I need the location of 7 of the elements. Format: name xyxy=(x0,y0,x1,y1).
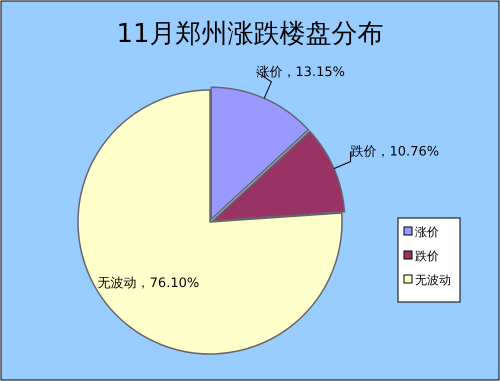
legend-label: 跌价 xyxy=(415,249,439,263)
chart-title: 11月郑州涨跌楼盘分布 xyxy=(116,19,384,49)
legend-label: 涨价 xyxy=(415,225,439,239)
legend-label: 无波动 xyxy=(415,273,451,287)
data-label: 跌价，10.76% xyxy=(350,144,440,160)
data-label: 无波动，76.10% xyxy=(98,276,200,292)
data-label: 涨价，13.15% xyxy=(256,64,345,80)
